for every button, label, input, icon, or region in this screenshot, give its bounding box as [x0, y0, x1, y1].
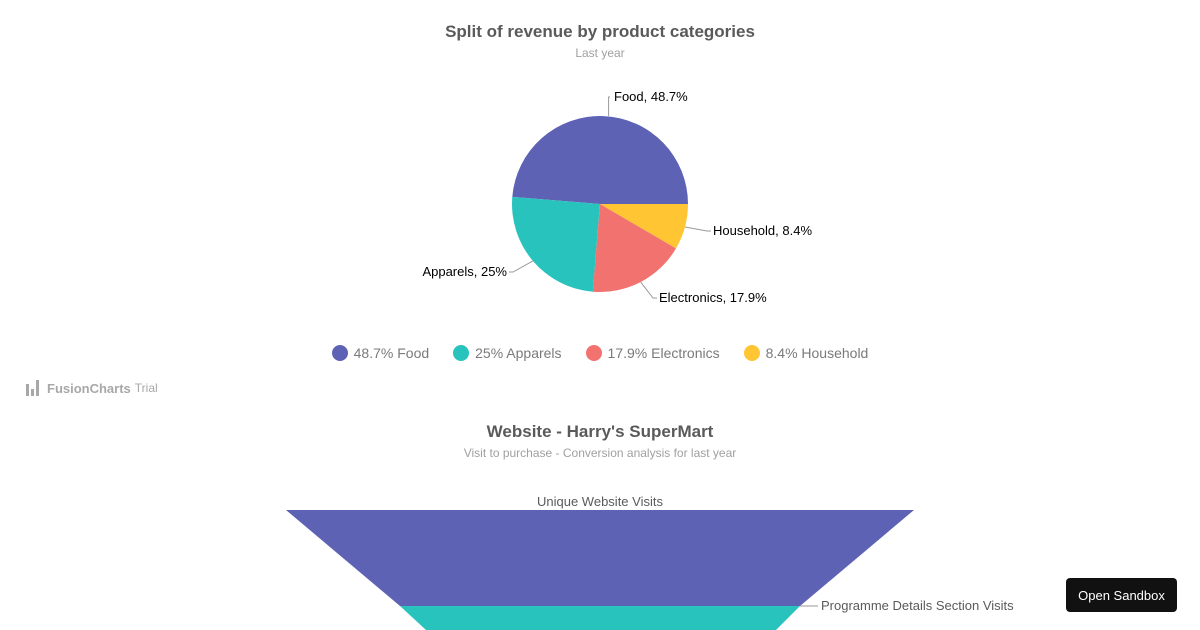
pie-chart-title: Split of revenue by product categories: [445, 22, 755, 41]
pie-data-label-electronics: Electronics, 17.9%: [659, 290, 767, 305]
legend-marker-apparels: [453, 345, 470, 361]
fusioncharts-watermark[interactable]: FusionCharts Trial: [26, 380, 158, 396]
pie-slice-electronics[interactable]: [592, 204, 677, 293]
pie-connector-apparels: [509, 260, 534, 273]
pie-data-label-apparels: Apparels, 25%: [422, 264, 507, 279]
pie-data-label-household: Household, 8.4%: [713, 223, 812, 238]
funnel-chart-title: Website - Harry's SuperMart: [486, 422, 714, 441]
pie-slice-apparels[interactable]: [512, 196, 600, 292]
pie-chart: Food, 48.7% Apparels, 25% Electronics, 17.…: [422, 89, 812, 305]
legend-label-apparels: 25% Apparels: [475, 345, 562, 361]
legend-marker-electronics: [585, 345, 602, 361]
funnel-chart-subtitle: Visit to purchase - Conversion analysis …: [463, 446, 737, 460]
pie-connector-food: [608, 96, 610, 117]
pie-legend: 48.7% Food 25% Apparels 17.9% Electronic…: [0, 345, 1200, 361]
legend-item-household[interactable]: 8.4% Household: [743, 345, 869, 361]
pie-slice-household[interactable]: [600, 204, 688, 249]
legend-label-household: 8.4% Household: [765, 345, 869, 361]
pie-chart-subtitle: Last year: [575, 46, 625, 60]
legend-item-food[interactable]: 48.7% Food: [331, 345, 430, 361]
funnel-stage-programme-details-section-visits[interactable]: [400, 606, 800, 630]
funnel-stage-unique-website-visits[interactable]: [286, 510, 914, 606]
pie-slice-food[interactable]: [512, 115, 688, 204]
legend-item-electronics[interactable]: 17.9% Electronics: [585, 345, 720, 361]
pie-connector-household: [684, 226, 711, 232]
legend-label-electronics: 17.9% Electronics: [607, 345, 720, 361]
watermark-brand: FusionCharts: [47, 380, 131, 396]
funnel-label-programme-details-section-visits: Programme Details Section Visits: [821, 598, 1014, 613]
open-sandbox-button[interactable]: Open Sandbox: [1066, 578, 1177, 612]
pie-data-label-food: Food, 48.7%: [614, 89, 688, 104]
legend-marker-food: [331, 345, 348, 361]
fusioncharts-logo-icon: [26, 380, 40, 396]
pie-connector-electronics: [640, 281, 657, 299]
legend-label-food: 48.7% Food: [353, 345, 430, 361]
watermark-suffix: Trial: [134, 381, 158, 395]
funnel-label-unique-website-visits: Unique Website Visits: [537, 494, 663, 509]
legend-marker-household: [743, 345, 760, 361]
legend-item-apparels[interactable]: 25% Apparels: [453, 345, 562, 361]
